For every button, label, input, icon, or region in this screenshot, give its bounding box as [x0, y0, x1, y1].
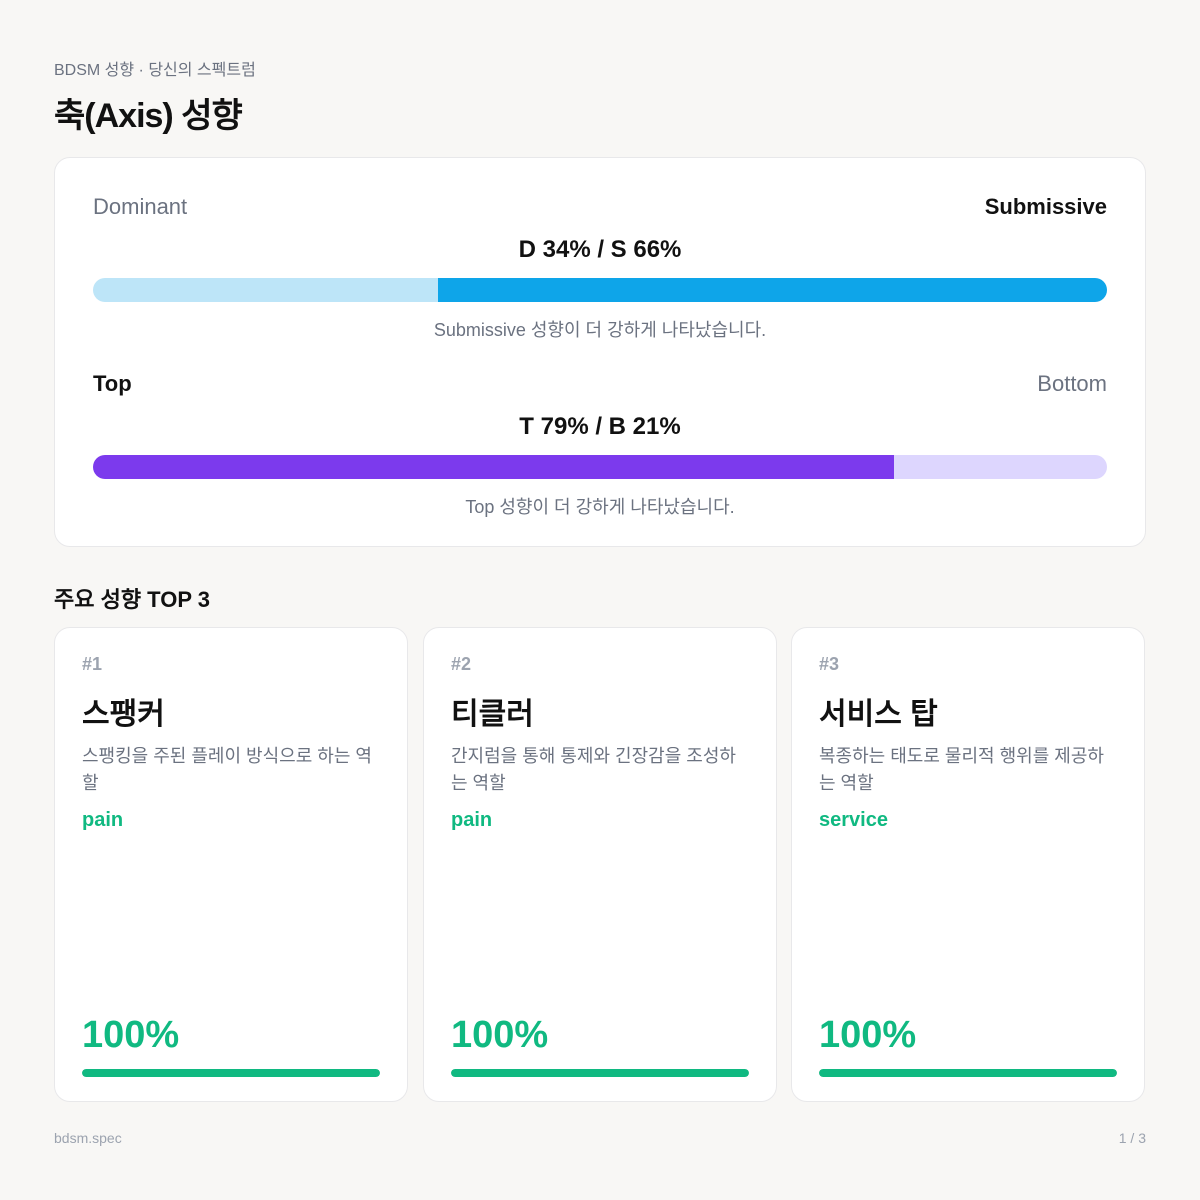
page-number: 1 / 3 — [1118, 1130, 1146, 1146]
axis-row: Dominant Submissive D 34% / S 66% Submissiv… — [93, 192, 1107, 342]
axis-summary: T 79% / B 21% — [519, 413, 681, 440]
right-label: Submissive — [984, 194, 1107, 219]
trait-description: 간지럼을 통해 통제와 긴장감을 조성하는 역할 — [451, 746, 736, 793]
axis-labels: Dominant Submissive — [93, 192, 1107, 222]
axis-note: Top 성향이 더 강하게 나타났습니다. — [465, 497, 735, 517]
axis-summary: D 34% / S 66% — [518, 236, 682, 263]
trait-description: 스팽킹을 주된 플레이 방식으로 하는 역할 — [82, 746, 372, 793]
page-title: 축(Axis) 성향 — [54, 97, 243, 135]
trait-tag: service — [819, 809, 888, 831]
trait-name: 서비스 탑 — [819, 698, 938, 731]
score-track — [82, 1069, 380, 1077]
axis-card: Dominant Submissive D 34% / S 66% Submissiv… — [54, 157, 1146, 547]
trait-tag: pain — [451, 809, 493, 831]
bar-right — [437, 278, 1107, 302]
score-bar — [451, 1069, 749, 1077]
score-label: 100% — [82, 1014, 180, 1056]
score-label: 100% — [451, 1014, 549, 1056]
left-label: Dominant — [93, 194, 188, 219]
trait-name: 티클러 — [451, 698, 534, 731]
footer-brand: bdsm.spec — [54, 1130, 122, 1146]
trait-description: 복종하는 태도로 물리적 행위를 제공하는 역할 — [819, 746, 1104, 793]
score-bar — [82, 1069, 380, 1077]
kicker: BDSM 성향 · 당신의 스펙트럼 — [54, 62, 256, 79]
axis-labels: Top Bottom — [93, 369, 1107, 399]
trait-name: 스팽커 — [82, 698, 165, 731]
score-track — [819, 1069, 1117, 1077]
score-track — [451, 1069, 749, 1077]
trait-tag: pain — [82, 809, 124, 831]
rank: #3 — [819, 654, 840, 674]
bar-left — [93, 455, 895, 479]
section-title: 주요 성향 TOP 3 — [54, 587, 210, 612]
score-bar — [819, 1069, 1117, 1077]
right-label: Bottom — [1037, 371, 1107, 396]
rank: #2 — [451, 654, 472, 674]
axis-bar — [93, 278, 1107, 302]
axis-bar — [93, 455, 1107, 479]
axis-row: Top Bottom T 79% / B 21% Top 성향이 더 강하게 나타났습… — [93, 369, 1107, 519]
rank: #1 — [82, 654, 103, 674]
score-label: 100% — [819, 1014, 917, 1056]
left-label: Top — [93, 371, 132, 396]
bar-left — [93, 278, 438, 302]
bar-right — [894, 455, 1107, 479]
axis-note: Submissive 성향이 더 강하게 나타났습니다. — [433, 320, 767, 340]
